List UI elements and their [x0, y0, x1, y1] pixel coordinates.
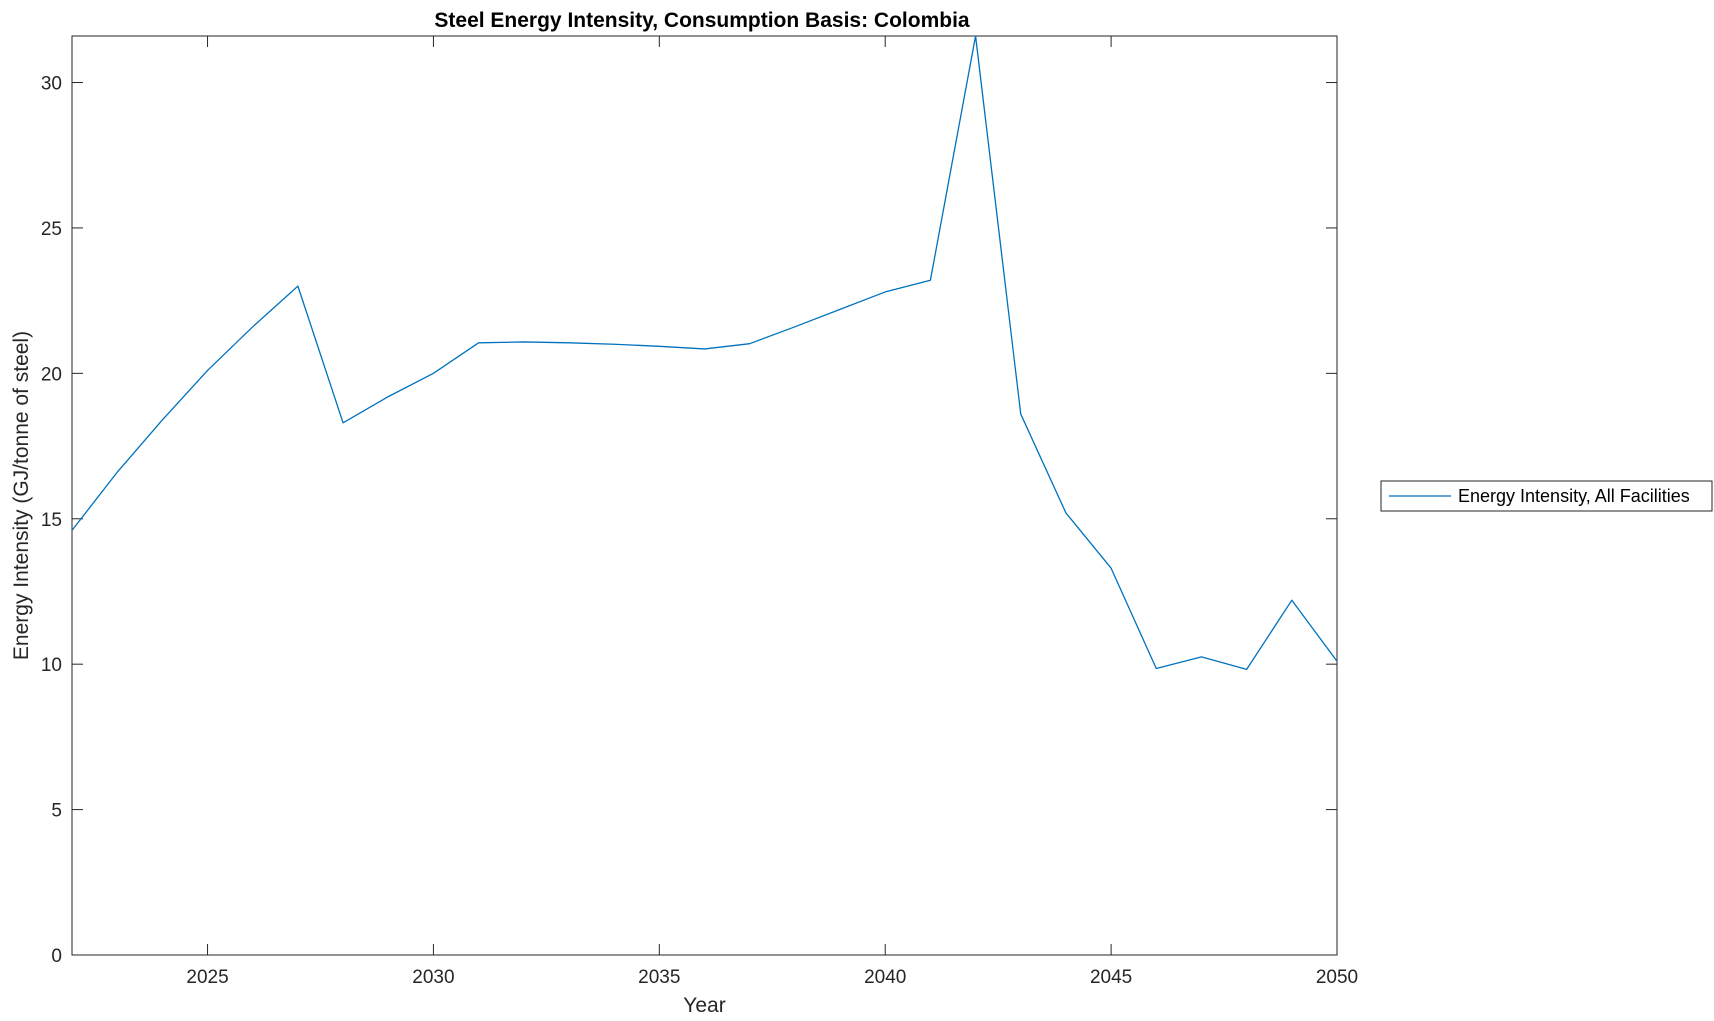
x-tick-label: 2035 [638, 967, 680, 988]
y-axis-ticks: 0 5 10 15 20 25 30 [41, 74, 1337, 967]
x-axis-ticks: 2025 2030 2035 2040 2045 2050 [186, 36, 1358, 988]
series-line-1 [71, 35, 1338, 671]
y-tick-label: 10 [41, 655, 62, 676]
y-tick-label: 30 [41, 74, 62, 95]
y-axis-title: Energy Intensity (GJ/tonne of steel) [10, 331, 33, 660]
x-tick-label: 2025 [186, 967, 228, 988]
axes-box [71, 35, 1338, 956]
y-tick-label: 25 [41, 219, 62, 240]
y-tick-label: 5 [51, 801, 62, 822]
y-tick-label: 15 [41, 510, 62, 531]
x-tick-label: 2050 [1316, 967, 1358, 988]
x-axis-title: Year [683, 994, 725, 1017]
series-layer [71, 35, 1338, 671]
y-tick-label: 20 [41, 364, 62, 385]
legend-label-series-1: Energy Intensity, All Facilities [1458, 486, 1690, 506]
chart-title: Steel Energy Intensity, Consumption Basi… [434, 9, 970, 32]
x-tick-label: 2045 [1090, 967, 1132, 988]
x-tick-label: 2040 [864, 967, 906, 988]
x-tick-label: 2030 [412, 967, 454, 988]
legend[interactable]: Energy Intensity, All Facilities [1380, 480, 1713, 512]
y-tick-label: 0 [51, 946, 62, 967]
